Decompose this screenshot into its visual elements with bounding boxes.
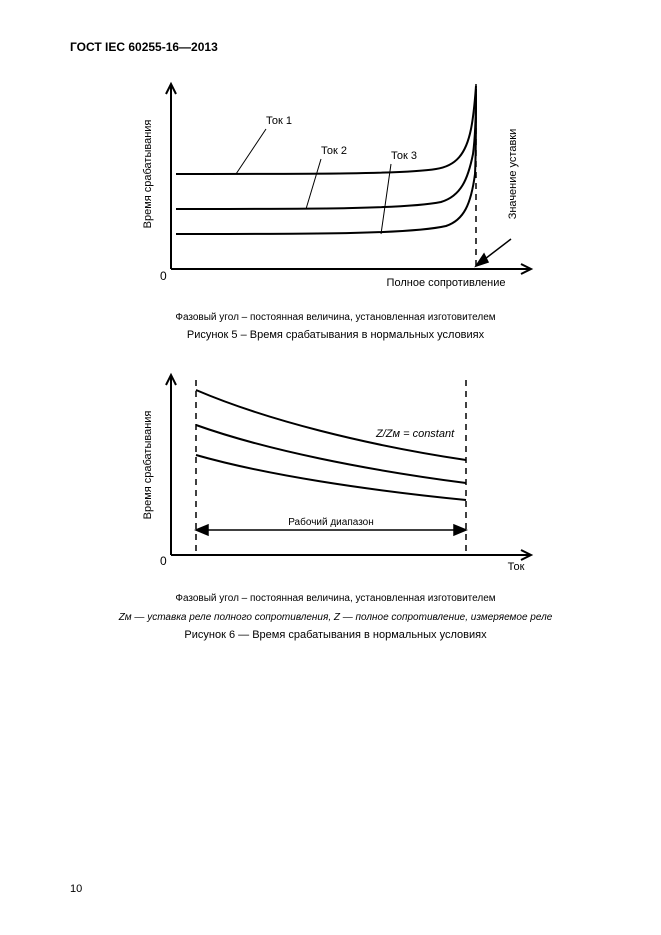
figure5-subcaption: Фазовый угол – постоянная величина, уста… <box>70 312 601 323</box>
figure6-subcaption1: Фазовый угол – постоянная величина, уста… <box>70 593 601 604</box>
figure-6: Время срабатывания Ток 0 Z/Zм = constant… <box>116 365 556 585</box>
figure5-series2-label: Ток 2 <box>321 145 347 157</box>
figure5-curves <box>176 86 476 234</box>
figure6-curves <box>196 390 466 500</box>
figure5-series3-label: Ток 3 <box>391 150 417 162</box>
figure5-curve-3 <box>176 94 476 234</box>
figure5-x-axis-label: Полное сопротивление <box>386 277 505 289</box>
figure5-leaders <box>236 129 391 234</box>
figure-5: Время срабатывания Полное сопротивление … <box>116 74 556 304</box>
figure6-curve-annotation: Z/Zм = constant <box>375 428 455 440</box>
figure5-y-axis-label: Время срабатывания <box>142 120 154 229</box>
figure5-right-annotation: Значение уставки <box>507 129 519 220</box>
figure6-y-axis-label: Время срабатывания <box>142 411 154 520</box>
figure6-origin-label: 0 <box>160 554 167 568</box>
figure6-curve-1 <box>196 390 466 460</box>
figure6-axes <box>166 375 531 560</box>
figure6-range-label: Рабочий диапазон <box>288 516 374 528</box>
figure6-x-axis-label: Ток <box>507 561 524 573</box>
figure5-origin-label: 0 <box>160 269 167 283</box>
page: ГОСТ IEC 60255-16—2013 <box>0 0 661 935</box>
figure5-caption: Рисунок 5 – Время срабатывания в нормаль… <box>70 329 601 341</box>
figure6-subcaption2: Zм — уставка реле полного сопротивления,… <box>70 612 601 623</box>
document-header: ГОСТ IEC 60255-16—2013 <box>70 40 601 54</box>
figure5-series1-label: Ток 1 <box>266 115 292 127</box>
page-number: 10 <box>70 883 82 895</box>
figure5-curve-1 <box>176 86 476 174</box>
figure6-caption: Рисунок 6 — Время срабатывания в нормаль… <box>70 629 601 641</box>
figure5-setpoint-arrow <box>476 239 511 266</box>
